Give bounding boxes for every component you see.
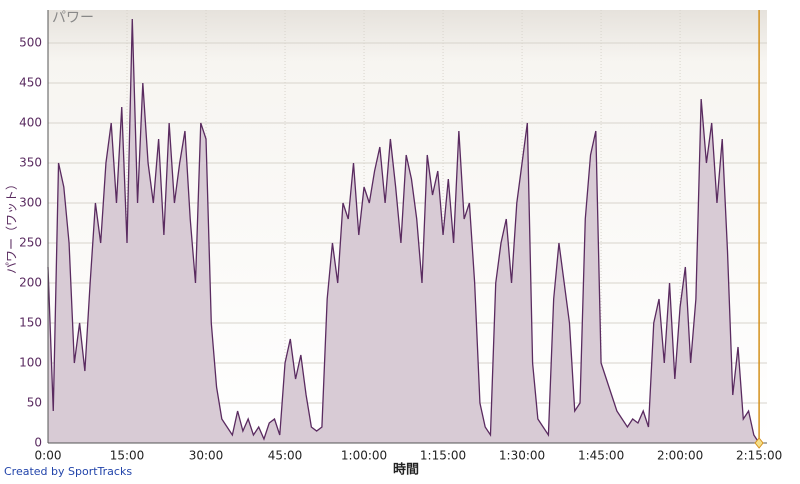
x-tick-label: 1:30:00 [499,449,545,463]
x-tick-label: 2:00:00 [657,449,703,463]
y-tick-label: 500 [19,36,42,50]
y-tick-label: 100 [19,356,42,370]
y-tick-label: 400 [19,116,42,130]
y-tick-label: 250 [19,236,42,250]
footer: Created by SportTracks [4,465,132,478]
y-tick-label: 150 [19,316,42,330]
x-axis-label: 時間 [393,462,419,478]
x-tick-label: 1:00:00 [341,449,387,463]
area-fill [48,19,760,443]
x-tick-label: 1:45:00 [578,449,624,463]
x-tick-label: 0:00 [35,449,62,463]
x-tick-label: 30:00 [189,449,224,463]
y-tick-label: 350 [19,156,42,170]
y-axis-label: パワー（ワット） [5,178,19,274]
y-tick-label: 50 [27,396,42,410]
y-tick-label: 200 [19,276,42,290]
x-tick-label: 2:15:00 [736,449,782,463]
x-tick-label: 45:00 [268,449,303,463]
x-tick-label: 1:15:00 [420,449,466,463]
y-tick-label: 0 [34,436,42,450]
chart-title: パワー [52,10,94,26]
y-tick-label: 450 [19,76,42,90]
power-line [47,18,760,444]
x-tick-label: 15:00 [110,449,145,463]
cursor-marker [754,437,764,449]
y-tick-label: 300 [19,196,42,210]
